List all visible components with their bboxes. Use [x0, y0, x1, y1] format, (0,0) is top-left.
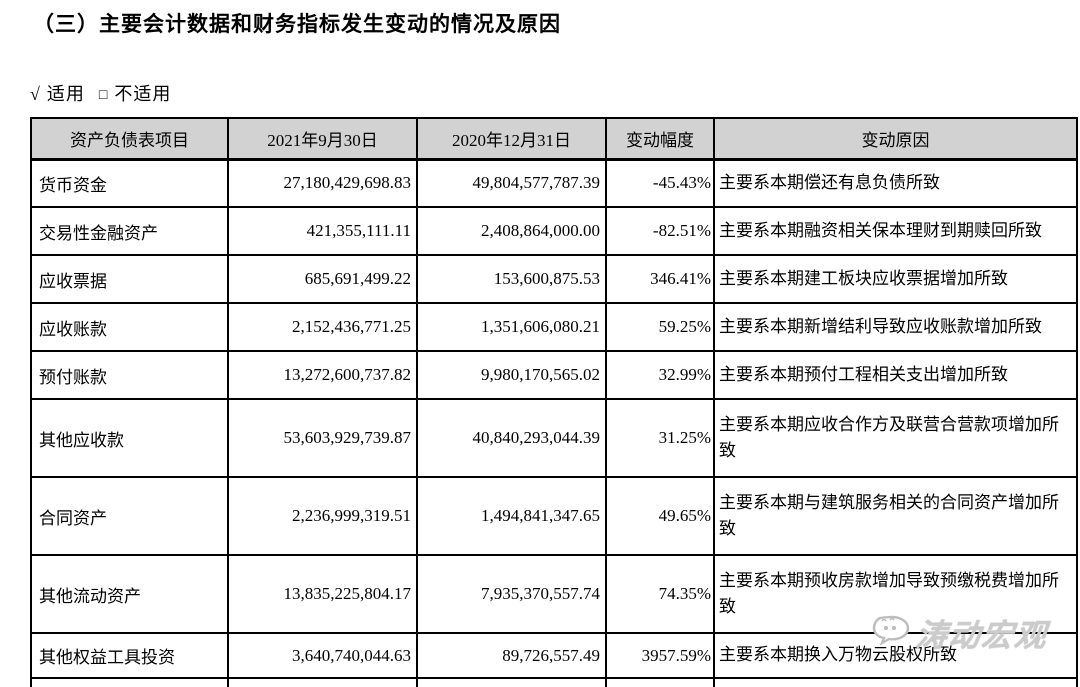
table-row: 其他权益工具投资 3,640,740,044.63 89,726,557.49 …: [30, 632, 1078, 679]
reason-cell: 主要系本期预收房款增加导致预缴税费增加所致: [713, 554, 1078, 634]
not-applicable-label: 不适用: [114, 84, 172, 104]
empty-cell: [416, 677, 607, 687]
financial-changes-table: 资产负债表项目 2021年9月30日 2020年12月31日 变动幅度 变动原因…: [30, 117, 1078, 687]
empty-cell: [605, 677, 715, 687]
applicability-line: √ 适用 □ 不适用: [30, 80, 171, 106]
value-2021-cell: 2,236,999,319.51: [227, 476, 418, 556]
change-pct-cell: 3957.59%: [605, 632, 715, 679]
balance-item-cell: 交易性金融资产: [30, 206, 229, 256]
reason-cell: 主要系本期预付工程相关支出增加所致: [713, 350, 1078, 400]
value-2020-cell: 9,980,170,565.02: [416, 350, 607, 400]
value-2020-cell: 2,408,864,000.00: [416, 206, 607, 256]
change-pct-cell: 346.41%: [605, 254, 715, 304]
value-2020-cell: 153,600,875.53: [416, 254, 607, 304]
value-2020-cell: 40,840,293,044.39: [416, 398, 607, 478]
balance-item-cell: 合同资产: [30, 476, 229, 556]
table-row: 应收票据 685,691,499.22 153,600,875.53 346.4…: [30, 254, 1078, 304]
balance-item-cell: 其他权益工具投资: [30, 632, 229, 679]
value-2021-cell: 27,180,429,698.83: [227, 158, 418, 208]
value-2021-cell: 3,640,740,044.63: [227, 632, 418, 679]
reason-cell: 主要系本期建工板块应收票据增加所致: [713, 254, 1078, 304]
value-2020-cell: 1,351,606,080.21: [416, 302, 607, 352]
balance-item-cell: 预付账款: [30, 350, 229, 400]
table-row-cutoff: [30, 677, 1078, 687]
header-date-2020: 2020年12月31日: [416, 117, 607, 161]
change-pct-cell: 59.25%: [605, 302, 715, 352]
table-row: 交易性金融资产 421,355,111.11 2,408,864,000.00 …: [30, 206, 1078, 256]
balance-item-cell: 应收票据: [30, 254, 229, 304]
check-mark-icon: √: [30, 84, 41, 104]
empty-cell: [713, 677, 1078, 687]
table-row: 应收账款 2,152,436,771.25 1,351,606,080.21 5…: [30, 302, 1078, 352]
reason-cell: 主要系本期换入万物云股权所致: [713, 632, 1078, 679]
balance-item-cell: 货币资金: [30, 158, 229, 208]
value-2020-cell: 7,935,370,557.74: [416, 554, 607, 634]
balance-item-cell: 其他流动资产: [30, 554, 229, 634]
reason-cell: 主要系本期新增结利导致应收账款增加所致: [713, 302, 1078, 352]
value-2021-cell: 2,152,436,771.25: [227, 302, 418, 352]
change-pct-cell: 74.35%: [605, 554, 715, 634]
applicable-label: 适用: [46, 84, 85, 104]
table-row: 预付账款 13,272,600,737.82 9,980,170,565.02 …: [30, 350, 1078, 400]
value-2020-cell: 89,726,557.49: [416, 632, 607, 679]
table-row: 其他流动资产 13,835,225,804.17 7,935,370,557.7…: [30, 554, 1078, 634]
table-row: 合同资产 2,236,999,319.51 1,494,841,347.65 4…: [30, 476, 1078, 556]
change-pct-cell: 31.25%: [605, 398, 715, 478]
table-row: 货币资金 27,180,429,698.83 49,804,577,787.39…: [30, 158, 1078, 208]
table-row: 其他应收款 53,603,929,739.87 40,840,293,044.3…: [30, 398, 1078, 478]
empty-cell: [227, 677, 418, 687]
value-2020-cell: 1,494,841,347.65: [416, 476, 607, 556]
balance-item-cell: 其他应收款: [30, 398, 229, 478]
header-date-2021: 2021年9月30日: [227, 117, 418, 161]
value-2021-cell: 685,691,499.22: [227, 254, 418, 304]
page-title: （三）主要会计数据和财务指标发生变动的情况及原因: [33, 13, 561, 36]
header-change-pct: 变动幅度: [605, 117, 715, 161]
empty-cell: [30, 677, 229, 687]
value-2021-cell: 53,603,929,739.87: [227, 398, 418, 478]
table-header-row: 资产负债表项目 2021年9月30日 2020年12月31日 变动幅度 变动原因: [30, 117, 1078, 161]
reason-cell: 主要系本期与建筑服务相关的合同资产增加所致: [713, 476, 1078, 556]
value-2021-cell: 13,272,600,737.82: [227, 350, 418, 400]
balance-item-cell: 应收账款: [30, 302, 229, 352]
change-pct-cell: -82.51%: [605, 206, 715, 256]
reason-cell: 主要系本期应收合作方及联营合营款项增加所致: [713, 398, 1078, 478]
value-2021-cell: 13,835,225,804.17: [227, 554, 418, 634]
change-pct-cell: 32.99%: [605, 350, 715, 400]
header-reason: 变动原因: [713, 117, 1078, 161]
reason-cell: 主要系本期偿还有息负债所致: [713, 158, 1078, 208]
header-balance-item: 资产负债表项目: [30, 117, 229, 161]
change-pct-cell: 49.65%: [605, 476, 715, 556]
reason-cell: 主要系本期融资相关保本理财到期赎回所致: [713, 206, 1078, 256]
checkbox-icon: □: [98, 88, 109, 103]
change-pct-cell: -45.43%: [605, 158, 715, 208]
value-2021-cell: 421,355,111.11: [227, 206, 418, 256]
value-2020-cell: 49,804,577,787.39: [416, 158, 607, 208]
